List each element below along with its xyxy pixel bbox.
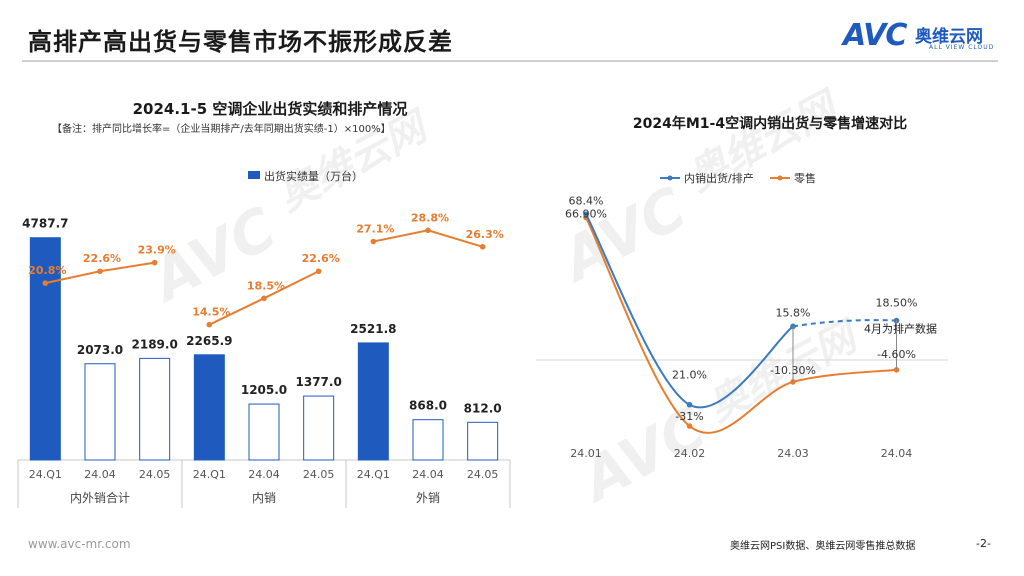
x-tick-label: 24.01: [570, 447, 602, 460]
x-tick-label: 24.02: [674, 447, 706, 460]
growth-rate-label: 27.1%: [356, 223, 394, 236]
shipments-point: [583, 211, 589, 218]
bar: [357, 342, 389, 461]
avc-logo: AVC 奥维云网 ALL VIEW CLOUD: [843, 18, 1003, 58]
bar: [29, 237, 61, 461]
bar-value-label: 1377.0: [296, 375, 342, 389]
x-tick-label: 24.03: [777, 447, 809, 460]
x-tick-label: 24.Q1: [29, 468, 62, 481]
growth-rate-label: 28.8%: [411, 211, 449, 224]
legend-label-shipments-line: 内销出货/排产: [684, 171, 754, 185]
header-divider: [22, 60, 998, 62]
bar-value-label: 868.0: [409, 399, 447, 413]
growth-rate-point: [151, 259, 158, 266]
x-tick-label: 24.04: [881, 447, 913, 460]
growth-rate-point: [479, 244, 486, 250]
x-tick-label: 24.05: [139, 468, 171, 481]
legend-marker-shipments: [667, 175, 673, 181]
legend-swatch-shipments: [248, 171, 260, 179]
group-label: 内外销合计: [70, 490, 130, 505]
growth-rate-label: 26.3%: [466, 228, 504, 241]
data-label: 15.8%: [776, 306, 811, 319]
footer-source: 奥维云网PSI数据、奥维云网零售推总数据: [730, 541, 916, 552]
growth-rate-point: [206, 321, 213, 328]
growth-rate-point: [425, 227, 431, 234]
growth-rate-point: [261, 295, 267, 302]
bar: [467, 421, 499, 461]
bar-value-label: 812.0: [464, 401, 502, 415]
growth-rate-point: [42, 280, 49, 286]
growth-rate-label: 14.5%: [192, 306, 230, 319]
legend-marker-retail: [777, 175, 783, 181]
page-title: 高排产高出货与零售市场不振形成反差: [28, 28, 453, 56]
bar: [84, 363, 116, 461]
data-label: 21.0%: [672, 369, 707, 382]
left-chart-title: 2024.1-5 空调企业出货实绩和排产情况: [132, 100, 408, 118]
shipments-point: [686, 401, 693, 408]
growth-rate-point: [315, 268, 322, 275]
growth-rate-label: 18.5%: [247, 279, 285, 292]
growth-rate-label: 22.6%: [83, 252, 121, 265]
growth-rate-point: [97, 268, 103, 275]
bar: [303, 395, 335, 461]
bar-value-label: 2265.9: [186, 334, 232, 348]
x-tick-label: 24.04: [412, 468, 444, 481]
bar-value-label: 2189.0: [132, 337, 178, 351]
x-tick-label: 24.Q1: [193, 468, 226, 481]
x-tick-label: 24.Q1: [357, 468, 390, 481]
bar-value-label: 2521.8: [350, 322, 396, 336]
retail-point: [686, 423, 693, 429]
retail-point: [893, 366, 900, 373]
logo-en-text: ALL VIEW CLOUD: [929, 44, 995, 51]
x-tick-label: 24.05: [303, 468, 335, 481]
logo-mark: AVC: [843, 18, 907, 53]
x-tick-label: 24.05: [467, 468, 499, 481]
bar: [193, 354, 225, 461]
page-number: -2-: [976, 537, 991, 550]
group-label: 内销: [252, 491, 276, 505]
logo-cn-text: 奥维云网: [915, 27, 983, 47]
annotation-label: 4月为排产数据: [864, 322, 937, 336]
growth-rate-label: 23.9%: [138, 244, 176, 257]
right-chart-title: 2024年M1-4空调内销出货与零售增速对比: [632, 116, 908, 132]
left-chart-note: 【备注：排产同比增长率=（企业当期排产/去年同期出货实绩-1）×100%】: [52, 124, 391, 135]
growth-rate-label: 22.6%: [302, 252, 340, 265]
retail-line: [585, 217, 897, 434]
data-label: -10.30%: [770, 364, 816, 377]
legend-label-shipments: 出货实绩量（万台）: [264, 169, 363, 183]
bar: [412, 419, 444, 461]
bar-value-label: 1205.0: [241, 383, 287, 397]
footer-url: www.avc-mr.com: [28, 537, 131, 551]
data-label: -4.60%: [877, 348, 916, 361]
bar: [139, 357, 171, 461]
data-label: 68.4%: [569, 194, 604, 207]
data-label: 66.90%: [565, 208, 607, 221]
group-label: 外销: [416, 491, 440, 505]
data-label: -31%: [675, 410, 703, 423]
data-label: 18.50%: [876, 297, 918, 310]
bar: [248, 403, 280, 461]
growth-rate-label: 20.8%: [28, 264, 66, 277]
x-tick-label: 24.04: [84, 468, 116, 481]
shipments-line-forecast: [792, 319, 897, 328]
growth-rate-point: [370, 238, 377, 245]
bar-value-label: 4787.7: [22, 217, 68, 231]
bar-value-label: 2073.0: [77, 343, 123, 357]
x-tick-label: 24.04: [248, 468, 280, 481]
retail-point: [790, 379, 796, 385]
legend-label-retail: 零售: [794, 171, 816, 185]
